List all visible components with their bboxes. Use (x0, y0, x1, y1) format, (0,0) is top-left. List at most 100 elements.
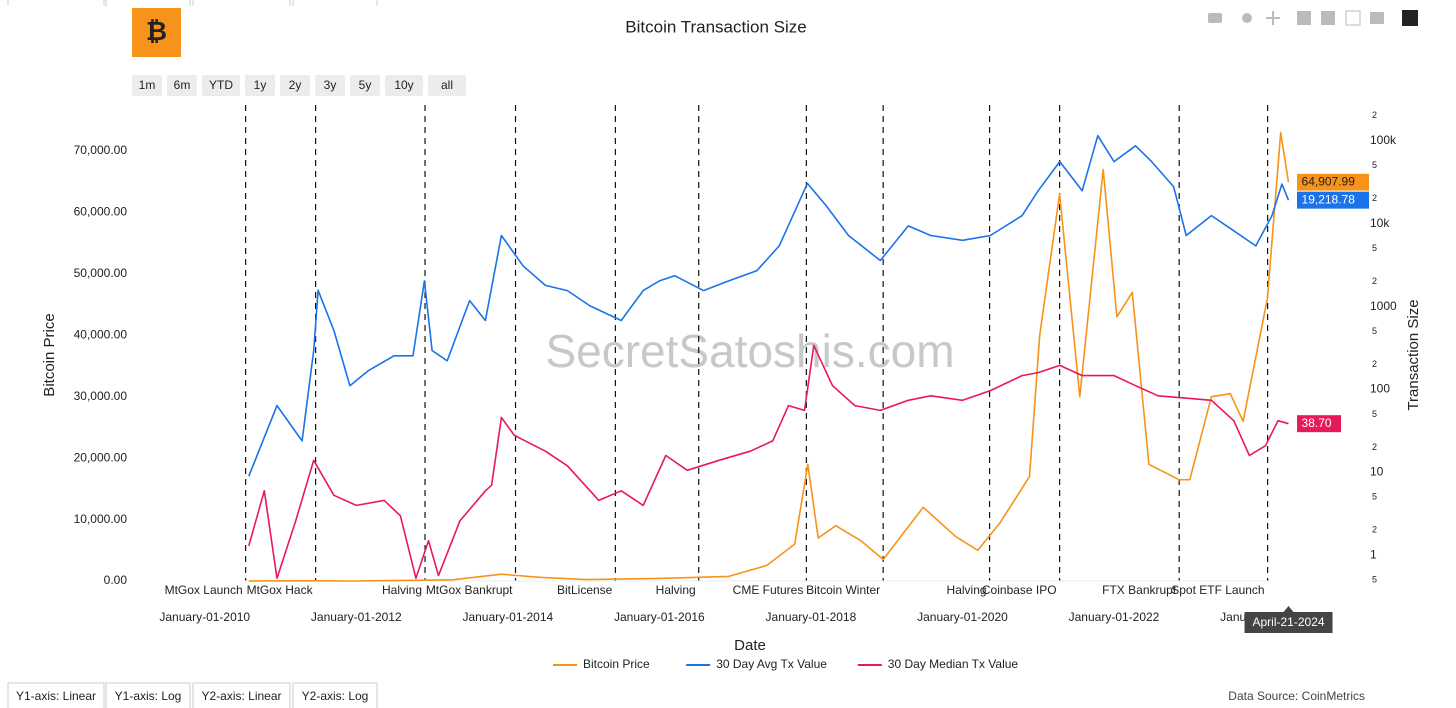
axis-tab[interactable]: Y2-axis: Linear (192, 682, 291, 708)
x-tick-label: January-01-2010 (159, 610, 250, 624)
y2-tick-label: 2 (1372, 525, 1377, 535)
y-tick-label: 60,000.00 (74, 205, 128, 219)
axis-tab[interactable]: Y1-axis: Log (105, 682, 191, 708)
y2-tick-label: 5 (1372, 492, 1377, 502)
logo: ₿ (132, 8, 181, 57)
button-label: 3y (324, 78, 337, 92)
button-label: YTD (209, 78, 233, 92)
button-bg (132, 75, 162, 96)
series-line (248, 134, 1290, 477)
range-button[interactable]: YTD (202, 75, 240, 96)
y2-tick-label: 5 (1372, 326, 1377, 336)
event-label: MtGox Bankrupt (426, 583, 513, 597)
button-label: 1m (139, 78, 156, 92)
y2-tick-label: 1000 (1370, 299, 1397, 313)
y-tick-label: 0.00 (104, 573, 128, 587)
y-axis-label: Bitcoin Price (41, 313, 58, 396)
button-label: 6m (174, 78, 191, 92)
event-label: Halving (382, 583, 422, 597)
y2-tick-label: 2 (1372, 442, 1377, 452)
watermark: SecretSatoshis.com (545, 325, 954, 377)
x-axis-label: Date (734, 637, 766, 654)
x-tick-label: January-01-2020 (917, 610, 1008, 624)
button-bg (315, 75, 345, 96)
y2-tick-label: 5 (1372, 160, 1377, 170)
event-label: MtGox Hack (247, 583, 314, 597)
y2-tick-label: 100k (1370, 133, 1397, 147)
y2-tick-label: 5 (1372, 409, 1377, 419)
x-tick-label: January-01-2016 (614, 610, 705, 624)
range-button[interactable]: 1y (245, 75, 275, 96)
x-tick-label: January-01-2022 (1069, 610, 1160, 624)
y-tick-label: 40,000.00 (74, 327, 128, 341)
tab-label: Y1-axis: Log (115, 689, 182, 703)
range-button[interactable]: 3y (315, 75, 345, 96)
tab-label: Y2-axis: Linear (201, 689, 281, 703)
y-tick-label: 70,000.00 (74, 143, 128, 157)
button-bg (350, 75, 380, 96)
button-bg (385, 75, 423, 96)
button-label: 2y (289, 78, 302, 92)
series-line (248, 131, 1290, 582)
y2-tick-label: 5 (1372, 243, 1377, 253)
hover-date: April-21-2024 (1253, 615, 1325, 629)
event-label: FTX Bankrupt (1102, 583, 1177, 597)
event-label: BitLicense (557, 583, 613, 597)
top-tabs (7, 0, 378, 6)
event-label: Spot ETF Launch (1171, 583, 1264, 597)
button-bg (280, 75, 310, 96)
axis-tab[interactable]: Y1-axis: Linear (7, 682, 105, 708)
series-line (248, 344, 1289, 579)
y-tick-label: 20,000.00 (74, 450, 128, 464)
y-tick-label: 30,000.00 (74, 389, 128, 403)
range-button[interactable]: all (428, 75, 466, 96)
range-button[interactable]: 6m (167, 75, 197, 96)
legend-label: 30 Day Median Tx Value (888, 657, 1019, 671)
hover-date-bg (1244, 612, 1333, 633)
button-label: 10y (394, 78, 413, 92)
tab-label: Y1-axis: Linear (16, 689, 96, 703)
chart-title: Bitcoin Transaction Size (625, 17, 806, 36)
axis-tab[interactable]: Y2-axis: Log (292, 682, 378, 708)
event-label: CME Futures (733, 583, 804, 597)
y2-tick-label: 5 (1372, 575, 1377, 585)
toolbar (1208, 10, 1418, 26)
y2-tick-label: 10 (1370, 465, 1384, 479)
x-tick-label: January-01-2014 (462, 610, 553, 624)
button-bg (245, 75, 275, 96)
event-label: Halving (656, 583, 696, 597)
tab-bg (292, 682, 378, 708)
y-tick-label: 50,000.00 (74, 266, 128, 280)
event-label: Coinbase IPO (982, 583, 1057, 597)
y2-tick-label: 100 (1370, 382, 1390, 396)
event-label: Bitcoin Winter (806, 583, 880, 597)
range-button[interactable]: 5y (350, 75, 380, 96)
y-tick-label: 10,000.00 (74, 512, 128, 526)
button-label: 5y (359, 78, 372, 92)
source: Data Source: CoinMetrics (1228, 689, 1365, 703)
end-label-bg (1296, 190, 1371, 210)
x-tick-label: January-01-2012 (311, 610, 402, 624)
range-button[interactable]: 2y (280, 75, 310, 96)
range-button[interactable]: 10y (385, 75, 423, 96)
button-label: 1y (254, 78, 267, 92)
legend-label: 30 Day Avg Tx Value (716, 657, 827, 671)
end-label: 38.70 (1302, 416, 1332, 430)
tab-label: Y2-axis: Log (302, 689, 369, 703)
y2-tick-label: 2 (1372, 193, 1377, 203)
button-label: all (441, 78, 453, 92)
range-button[interactable]: 1m (132, 75, 162, 96)
tab-bg (192, 682, 291, 708)
event-label: Halving (947, 583, 987, 597)
y2-tick-label: 10k (1370, 216, 1390, 230)
end-label: 19,218.78 (1302, 192, 1356, 206)
y2-axis-label: Transaction Size (1405, 299, 1422, 410)
button-bg (202, 75, 240, 96)
event-label: MtGox Launch (165, 583, 243, 597)
end-label: 64,907.99 (1302, 175, 1356, 189)
y2-tick-label: 2 (1372, 276, 1377, 286)
legend-label: Bitcoin Price (583, 657, 650, 671)
button-bg (167, 75, 197, 96)
